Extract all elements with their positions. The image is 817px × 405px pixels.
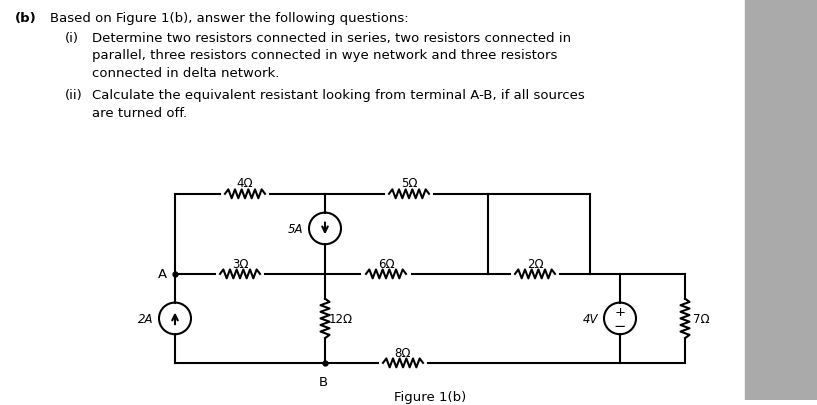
Text: (i): (i) (65, 32, 79, 45)
Bar (745, 0, 817, 401)
Text: Based on Figure 1(b), answer the following questions:: Based on Figure 1(b), answer the followi… (50, 12, 408, 25)
Text: A: A (158, 268, 167, 281)
Text: (ii): (ii) (65, 89, 83, 102)
Text: are turned off.: are turned off. (92, 107, 187, 119)
Text: Calculate the equivalent resistant looking from terminal A-B, if all sources: Calculate the equivalent resistant looki… (92, 89, 585, 102)
Text: 12Ω: 12Ω (329, 312, 353, 325)
Text: 7Ω: 7Ω (693, 312, 709, 325)
Text: (b): (b) (15, 12, 37, 25)
Text: 2Ω: 2Ω (527, 257, 543, 270)
Text: 4V: 4V (583, 312, 598, 325)
Text: 3Ω: 3Ω (232, 257, 248, 270)
Text: Determine two resistors connected in series, two resistors connected in: Determine two resistors connected in ser… (92, 32, 571, 45)
Text: parallel, three resistors connected in wye network and three resistors: parallel, three resistors connected in w… (92, 49, 557, 62)
Text: 5Ω: 5Ω (401, 177, 417, 190)
Text: 4Ω: 4Ω (237, 177, 253, 190)
Text: 6Ω: 6Ω (377, 257, 395, 270)
Text: connected in delta network.: connected in delta network. (92, 67, 279, 80)
Text: 2A: 2A (137, 312, 153, 325)
Text: B: B (319, 375, 328, 388)
Text: +: + (614, 305, 626, 318)
Text: 5A: 5A (288, 222, 303, 235)
Text: Figure 1(b): Figure 1(b) (394, 390, 467, 403)
Text: −: − (614, 318, 626, 333)
Text: 8Ω: 8Ω (395, 345, 411, 359)
